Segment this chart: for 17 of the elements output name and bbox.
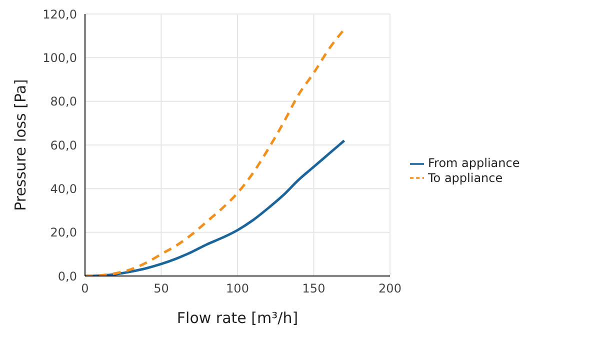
line-series — [85, 28, 346, 276]
y-tick-label: 100,0 — [42, 50, 77, 65]
y-axis-title: Pressure loss [Pa] — [11, 79, 30, 211]
x-tick-label: 200 — [378, 282, 402, 296]
x-tick-label: 150 — [302, 282, 326, 296]
y-tick-label: 0,0 — [58, 269, 77, 284]
y-tick-label: 120,0 — [42, 7, 77, 22]
y-tick-label: 40,0 — [50, 182, 77, 196]
x-tick-label: 50 — [154, 282, 169, 296]
x-tick-label: 0 — [81, 282, 89, 296]
y-tick-label: 80,0 — [50, 94, 77, 109]
legend-label: To appliance — [428, 170, 503, 184]
x-axis-title: Flow rate [m³/h] — [176, 309, 298, 327]
y-tick-label: 60,0 — [50, 138, 77, 152]
y-tick-label: 20,0 — [50, 226, 77, 240]
x-tick-label: 100 — [226, 282, 249, 296]
legend-label: From appliance — [428, 156, 520, 170]
